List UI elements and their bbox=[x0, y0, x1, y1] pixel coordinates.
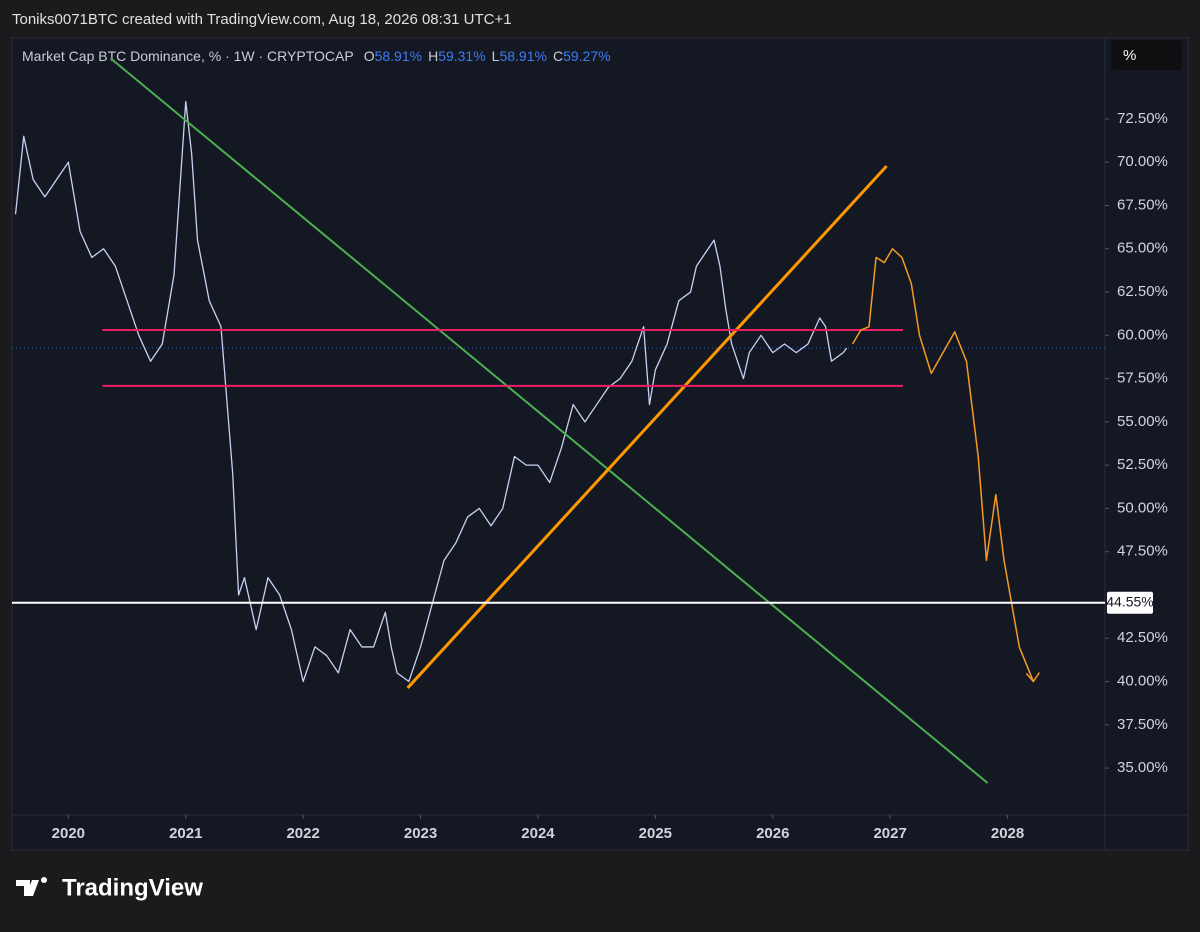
ohlc-value: 58.91% bbox=[499, 48, 546, 64]
y-tick-label: 40.00% bbox=[1117, 673, 1168, 690]
logo: TradingView bbox=[16, 874, 203, 901]
ohlc-value: 58.91% bbox=[375, 48, 422, 64]
y-tick-label: 57.50% bbox=[1117, 370, 1168, 387]
y-tick-label: 62.50% bbox=[1117, 283, 1168, 300]
y-tick-label: 35.00% bbox=[1117, 759, 1168, 776]
y-tick-label: 52.50% bbox=[1117, 456, 1168, 473]
series-line bbox=[14, 100, 848, 683]
credit: Toniks0071BTC created with TradingView.c… bbox=[12, 11, 512, 28]
x-tick-label: 2027 bbox=[873, 825, 906, 842]
legend: Market Cap BTC Dominance, % · 1W · CRYPT… bbox=[22, 48, 611, 64]
arrow-head bbox=[1025, 672, 1041, 683]
y-tick-label: 60.00% bbox=[1117, 326, 1168, 343]
x-tick-label: 2022 bbox=[286, 825, 319, 842]
x-tick-label: 2023 bbox=[404, 825, 437, 842]
logo-icon bbox=[16, 877, 47, 896]
ohlc-name: H bbox=[428, 48, 438, 64]
ohlc-value: 59.27% bbox=[563, 48, 610, 64]
unit-button-label[interactable]: % bbox=[1123, 47, 1136, 64]
ohlc-name: O bbox=[364, 48, 375, 64]
x-tick-label: 2026 bbox=[756, 825, 789, 842]
series-line bbox=[851, 248, 1035, 682]
price-label: 44.55% bbox=[1106, 593, 1153, 609]
x-tick-label: 2021 bbox=[169, 825, 202, 842]
y-tick-label: 50.00% bbox=[1117, 499, 1168, 516]
y-tick-label: 70.00% bbox=[1117, 153, 1168, 170]
price-label-box bbox=[1107, 591, 1153, 614]
y-tick-label: 67.50% bbox=[1117, 196, 1168, 213]
series-line bbox=[109, 57, 989, 784]
unit-button[interactable] bbox=[1111, 40, 1182, 70]
series-line bbox=[406, 165, 888, 689]
ohlc-name: L bbox=[492, 48, 500, 64]
y-tick-label: 42.50% bbox=[1117, 629, 1168, 646]
y-tick-label: 72.50% bbox=[1117, 110, 1168, 127]
logo-text: TradingView bbox=[62, 874, 203, 901]
x-tick-label: 2025 bbox=[639, 825, 672, 842]
y-tick-label: 47.50% bbox=[1117, 543, 1168, 560]
ohlc-value: 59.31% bbox=[438, 48, 485, 64]
chart-panel bbox=[11, 37, 1189, 851]
y-tick-label: 55.00% bbox=[1117, 413, 1168, 430]
legend-title: Market Cap BTC Dominance, % · 1W · CRYPT… bbox=[22, 48, 354, 64]
x-tick-label: 2028 bbox=[991, 825, 1024, 842]
ohlc-name: C bbox=[553, 48, 563, 64]
x-tick-label: 2024 bbox=[521, 825, 555, 842]
y-tick-label: 65.00% bbox=[1117, 240, 1168, 257]
x-tick-label: 2020 bbox=[52, 825, 85, 842]
y-tick-label: 37.50% bbox=[1117, 716, 1168, 733]
